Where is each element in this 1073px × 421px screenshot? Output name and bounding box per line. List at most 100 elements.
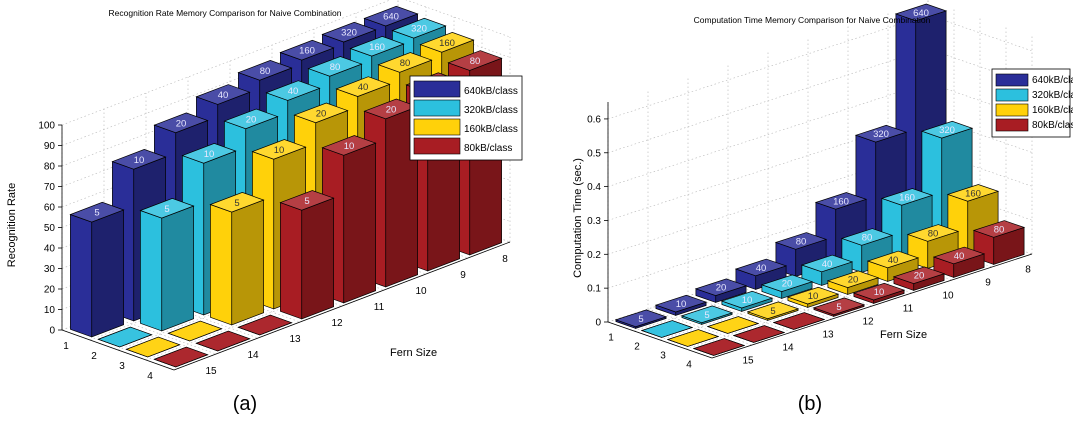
bar: 10 <box>654 294 708 316</box>
legend-entry: 320kB/class <box>464 105 518 116</box>
bar-data-label: 160 <box>833 196 849 207</box>
z-tick-label: 0.5 <box>587 148 601 159</box>
z-tick-label: 40 <box>44 244 56 255</box>
bar-data-label: 160 <box>439 38 455 49</box>
bars: 6403201608032016080401608040208040201040… <box>614 3 1026 356</box>
z-axis-label: Recognition Rate <box>6 183 18 267</box>
row-tick-label: 2 <box>91 351 97 362</box>
bar-data-label: 40 <box>358 82 369 93</box>
bar-data-label: 40 <box>954 251 965 262</box>
bar-data-label: 20 <box>782 279 793 290</box>
bar-data-label: 5 <box>164 204 169 215</box>
bar-data-label: 80 <box>330 62 341 73</box>
empty-cell-tile <box>666 329 720 347</box>
empty-cell-tile <box>97 326 153 348</box>
bar-data-label: 640 <box>383 12 399 23</box>
bar-data-label: 5 <box>770 306 775 317</box>
z-tick-label: 80 <box>44 162 56 173</box>
legend-swatch <box>995 88 1029 102</box>
empty-cell-tile <box>706 316 760 334</box>
z-tick-label: 50 <box>44 223 56 234</box>
legend-entry: 640kB/class <box>464 86 518 97</box>
bar-data-label: 10 <box>676 299 687 310</box>
legend-swatch <box>413 99 461 117</box>
row-tick-label: 2 <box>634 342 640 353</box>
fern-axis-label: Fern Size <box>390 347 437 359</box>
bar: 20 <box>760 274 814 299</box>
bar: 20 <box>694 278 748 303</box>
fern-tick-label: 12 <box>331 318 343 329</box>
empty-cell-tile <box>125 336 181 358</box>
legend-swatch <box>995 73 1029 87</box>
bar-data-label: 80 <box>928 228 939 239</box>
legend-swatch <box>413 137 461 155</box>
bar-data-label: 5 <box>704 310 709 321</box>
bar-data-label: 10 <box>134 155 145 166</box>
bar: 40 <box>734 258 788 290</box>
bar-data-label: 20 <box>716 283 727 294</box>
bar: 5 <box>139 198 195 332</box>
fern-tick-label: 13 <box>289 334 301 345</box>
bar: 5 <box>209 192 265 326</box>
z-tick-label: 70 <box>44 182 56 193</box>
bar-data-label: 20 <box>848 275 859 286</box>
bar-data-label: 10 <box>874 287 885 298</box>
fern-tick-label: 12 <box>862 317 874 328</box>
bar-data-label: 10 <box>344 141 355 152</box>
z-tick-label: 0.6 <box>587 114 601 125</box>
legend: 640kB/class 320kB/class 160kB/class 80kB/cl… <box>409 75 523 161</box>
bar-data-label: 20 <box>246 114 257 125</box>
bar-data-label: 320 <box>939 125 955 136</box>
bar-data-label: 160 <box>369 42 385 53</box>
bar: 40 <box>932 246 986 278</box>
fern-tick-label: 11 <box>903 304 914 315</box>
row-tick-label: 4 <box>686 360 692 371</box>
bar-data-label: 160 <box>899 192 915 203</box>
bar-data-label: 640 <box>913 8 929 19</box>
fern-tick-label: 14 <box>782 343 794 354</box>
z-tick-label: 0 <box>49 326 55 337</box>
legend: 640kB/class 320kB/class 160kB/class 80kB/cl… <box>991 68 1073 138</box>
row-tick-label: 3 <box>119 361 125 372</box>
fern-tick-label: 14 <box>247 350 259 361</box>
z-tick-label: 10 <box>44 305 56 316</box>
bar-data-label: 5 <box>94 208 99 219</box>
bar-data-label: 20 <box>914 271 925 282</box>
bar-data-label: 5 <box>836 302 841 313</box>
fern-tick-label: 9 <box>460 270 466 281</box>
row-tick-label: 3 <box>660 351 666 362</box>
fern-tick-label: 8 <box>502 254 508 265</box>
z-tick-label: 0.2 <box>587 250 601 261</box>
bar: 20 <box>826 270 880 295</box>
bar-data-label: 5 <box>234 198 239 209</box>
empty-cell-tile <box>237 314 293 336</box>
bar-data-label: 160 <box>299 46 315 57</box>
fern-tick-label: 8 <box>1025 265 1031 276</box>
z-tick-label: 20 <box>44 285 56 296</box>
z-tick-label: 0.1 <box>587 284 601 295</box>
bar-data-label: 10 <box>742 295 753 306</box>
bar-data-label: 80 <box>862 232 873 243</box>
row-tick-label: 1 <box>608 333 614 344</box>
bar-data-label: 5 <box>638 314 643 325</box>
bar-data-label: 160 <box>965 188 981 199</box>
fern-tick-label: 10 <box>942 291 954 302</box>
bars: 6403201608032016080401608040208040201040… <box>69 5 503 368</box>
legend-entry: 160kB/class <box>464 124 518 135</box>
bar-data-label: 20 <box>176 118 187 129</box>
z-axis-label: Computation Time (sec.) <box>572 158 584 278</box>
bar-data-label: 40 <box>756 263 767 274</box>
bar-data-label: 320 <box>873 129 889 140</box>
bar-data-label: 10 <box>808 291 819 302</box>
bar-data-label: 5 <box>304 196 309 207</box>
bar: 5 <box>69 201 125 338</box>
bar-data-label: 320 <box>411 24 427 35</box>
bar: 10 <box>786 286 840 308</box>
bar: 10 <box>852 282 906 304</box>
empty-cell-tile <box>772 312 826 330</box>
z-tick-label: 90 <box>44 141 56 152</box>
z-tick-label: 30 <box>44 264 56 275</box>
